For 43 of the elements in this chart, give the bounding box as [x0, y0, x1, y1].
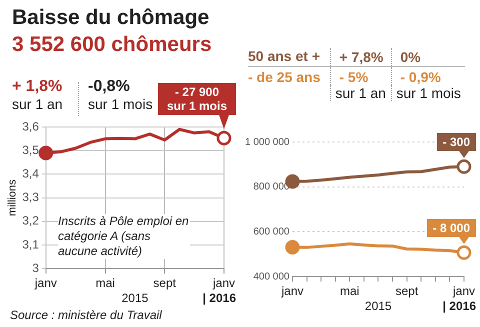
text: | 2016 — [202, 290, 236, 305]
annotation: - 27 900 sur 1 mois — [158, 83, 236, 116]
x-tick-label: janv — [452, 284, 476, 298]
x-tick-label: sept — [153, 276, 177, 290]
text: - de 25 ans — [248, 68, 322, 85]
y-tick-label: 3,3 — [22, 190, 40, 204]
text: sur 1 mois — [88, 96, 153, 112]
text: + 7,8% — [330, 48, 392, 66]
text: 0% — [392, 48, 465, 66]
x-tick-label: janv — [34, 276, 57, 290]
chart-title: Baisse du chômage — [12, 6, 210, 30]
y-tick-label: 1 000 000 — [244, 136, 290, 148]
annotation: Inscrits à Pôle emploi en catégorie A (sans aucune activité) — [58, 214, 190, 259]
point — [285, 240, 300, 254]
text: 50 ans et + — [248, 48, 321, 66]
annotation: - 8 000 — [426, 218, 476, 237]
y-tick-label: 3 — [32, 260, 40, 275]
text: 2015 — [364, 298, 392, 313]
text: sur 1 mois — [392, 85, 465, 101]
y-tick-label: 3,4 — [22, 166, 40, 181]
y-tick-label: 3,5 — [22, 142, 40, 157]
y-tick-label: 3,2 — [22, 214, 40, 228]
text: + 1,8% — [12, 78, 63, 96]
text: - 0,9% — [392, 66, 465, 85]
x-tick-label: janv — [212, 276, 236, 290]
x-tick-label: janv — [280, 284, 304, 298]
y-tick-label: 3,1 — [22, 237, 40, 252]
y-tick-label: 600 000 — [253, 226, 290, 238]
y-axis-title: millions — [6, 178, 19, 216]
source-note: Source : ministère du Travail — [10, 308, 162, 322]
text: sur 1 an — [330, 85, 392, 101]
text: -0,8% — [88, 78, 131, 96]
annotation: - 300 — [436, 132, 476, 151]
text: - 5% — [330, 66, 392, 85]
x-tick-label: sept — [395, 284, 419, 298]
text: 2015 — [122, 290, 149, 305]
text: | 2016 — [442, 298, 476, 313]
text: sur 1 an — [12, 96, 63, 112]
x-tick-label: mai — [340, 284, 360, 298]
chart-subtitle: 3 552 600 chômeurs — [12, 33, 212, 57]
y-tick-label: 400 000 — [253, 271, 290, 282]
x-tick-label: mai — [96, 276, 115, 290]
y-tick-label: 3,6 — [22, 119, 40, 134]
